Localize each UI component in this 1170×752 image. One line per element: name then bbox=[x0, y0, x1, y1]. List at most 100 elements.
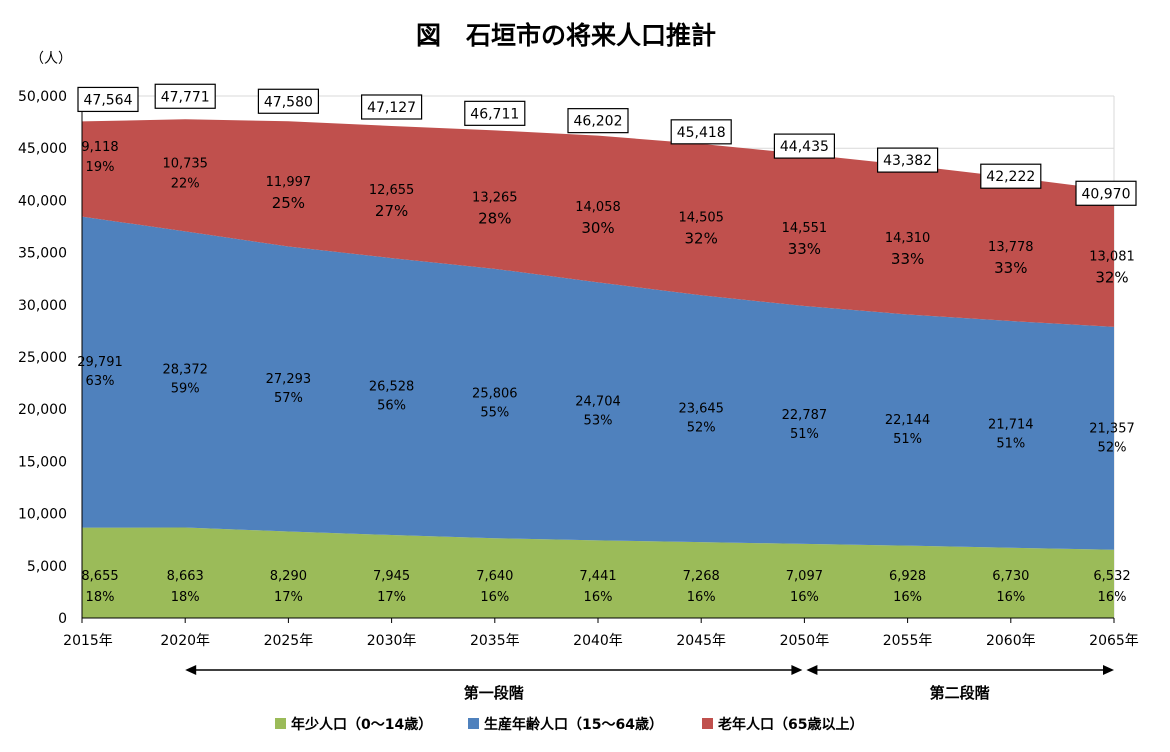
total-box bbox=[567, 108, 629, 134]
legend-label: 年少人口（0～14歳） bbox=[291, 716, 432, 733]
phase-arrowhead-right bbox=[791, 665, 803, 675]
value-label: 11,997 bbox=[266, 175, 312, 190]
total-box bbox=[464, 100, 526, 126]
percent-label: 16% bbox=[584, 590, 613, 605]
value-label: 6,730 bbox=[992, 569, 1029, 584]
y-tick-label: 5,000 bbox=[27, 559, 67, 575]
value-label: 13,265 bbox=[472, 191, 518, 206]
value-label: 8,663 bbox=[167, 569, 204, 584]
total-label: 42,222 bbox=[986, 169, 1035, 185]
x-tick-label: 2025年 bbox=[264, 633, 314, 649]
phase-arrowhead-left bbox=[806, 665, 818, 675]
value-label: 13,778 bbox=[988, 240, 1034, 255]
total-box bbox=[980, 163, 1042, 189]
total-box bbox=[670, 119, 732, 145]
total-label: 46,711 bbox=[470, 106, 519, 122]
value-label: 13,081 bbox=[1089, 250, 1135, 265]
percent-label: 30% bbox=[581, 219, 614, 237]
area-series bbox=[82, 119, 1114, 618]
x-tick-label: 2020年 bbox=[160, 633, 210, 649]
y-tick-label: 40,000 bbox=[18, 193, 67, 209]
legend-label: 老年人口（65歳以上） bbox=[718, 716, 863, 733]
percent-label: 27% bbox=[375, 202, 408, 220]
percent-label: 51% bbox=[893, 432, 922, 447]
percent-label: 51% bbox=[790, 427, 819, 442]
legend-label: 生産年齢人口（15～64歳） bbox=[484, 716, 663, 733]
percent-label: 16% bbox=[996, 590, 1025, 605]
x-tick-label: 2035年 bbox=[470, 633, 520, 649]
value-label: 10,735 bbox=[162, 156, 208, 171]
value-label: 26,528 bbox=[369, 380, 415, 395]
value-label: 7,097 bbox=[786, 569, 823, 584]
legend-swatch bbox=[468, 718, 479, 729]
legend-swatch bbox=[275, 718, 286, 729]
percent-label: 18% bbox=[86, 590, 115, 605]
value-label: 14,551 bbox=[782, 221, 828, 236]
percent-label: 53% bbox=[584, 413, 613, 428]
axes: 0 5,000 10,000 15,000 20,000 25,000 30,000 35,0… bbox=[18, 89, 1139, 649]
value-label: 23,645 bbox=[678, 402, 724, 417]
y-tick-label: 45,000 bbox=[18, 141, 67, 157]
phase-arrows: 第一段階 第二段階 bbox=[185, 665, 1114, 702]
value-label: 22,787 bbox=[782, 408, 828, 423]
chart-title: 図 石垣市の将来人口推計 bbox=[416, 21, 716, 50]
x-tick-label: 2015年 bbox=[63, 633, 113, 649]
percent-label: 56% bbox=[377, 399, 406, 414]
area-series-0 bbox=[82, 527, 1114, 618]
percent-label: 33% bbox=[788, 240, 821, 258]
percent-label: 33% bbox=[891, 250, 924, 268]
percent-label: 25% bbox=[272, 194, 305, 212]
y-tick-label: 35,000 bbox=[18, 246, 67, 262]
y-axis-unit: （人） bbox=[30, 51, 72, 67]
y-tick-label: 25,000 bbox=[18, 350, 67, 366]
y-tick-label: 15,000 bbox=[18, 454, 67, 470]
total-label: 47,580 bbox=[264, 94, 313, 110]
area-series-2 bbox=[82, 119, 1114, 327]
percent-label: 16% bbox=[1098, 590, 1127, 605]
total-label: 45,418 bbox=[677, 125, 726, 141]
percent-label: 17% bbox=[377, 590, 406, 605]
value-label: 8,290 bbox=[270, 569, 307, 584]
total-label: 47,127 bbox=[367, 100, 416, 116]
phase-label: 第二段階 bbox=[930, 684, 990, 702]
value-label: 25,806 bbox=[472, 387, 518, 402]
x-tick-label: 2030年 bbox=[367, 633, 417, 649]
total-box bbox=[154, 83, 216, 109]
percent-label: 28% bbox=[478, 210, 511, 228]
percent-label: 63% bbox=[86, 374, 115, 389]
percent-label: 16% bbox=[480, 590, 509, 605]
value-label: 14,058 bbox=[575, 200, 621, 215]
value-label: 6,532 bbox=[1093, 569, 1130, 584]
total-box bbox=[1075, 180, 1137, 206]
total-box bbox=[77, 86, 139, 113]
phase-label: 第一段階 bbox=[464, 684, 524, 702]
total-label: 47,771 bbox=[161, 89, 210, 105]
x-tick-label: 2045年 bbox=[676, 633, 726, 649]
x-tick-label: 2055年 bbox=[883, 633, 933, 649]
percent-label: 22% bbox=[171, 176, 200, 191]
x-tick-label: 2040年 bbox=[573, 633, 623, 649]
data-labels: 8,655 18% 8,663 18% 8,290 17% 7,945 17% 7,640 16%… bbox=[77, 83, 1137, 605]
x-tick-label: 2060年 bbox=[986, 633, 1036, 649]
x-tick-label: 2065年 bbox=[1089, 633, 1139, 649]
value-label: 24,704 bbox=[575, 394, 621, 409]
value-label: 7,268 bbox=[683, 569, 720, 584]
y-tick-label: 30,000 bbox=[18, 298, 67, 314]
value-label: 14,310 bbox=[885, 231, 931, 246]
percent-label: 19% bbox=[86, 160, 115, 175]
total-label: 43,382 bbox=[883, 153, 932, 169]
value-label: 21,357 bbox=[1089, 421, 1135, 436]
total-box bbox=[257, 88, 319, 114]
percent-label: 33% bbox=[994, 259, 1027, 277]
y-tick-label: 50,000 bbox=[18, 89, 67, 105]
y-tick-label: 10,000 bbox=[18, 507, 67, 523]
percent-label: 17% bbox=[274, 590, 303, 605]
total-label: 44,435 bbox=[780, 139, 829, 155]
value-label: 29,791 bbox=[77, 355, 123, 370]
value-label: 9,118 bbox=[81, 140, 118, 155]
legend: 年少人口（0～14歳） 生産年齢人口（15～64歳） 老年人口（65歳以上） bbox=[275, 716, 863, 733]
percent-label: 59% bbox=[171, 381, 200, 396]
value-label: 21,714 bbox=[988, 417, 1034, 432]
value-label: 6,928 bbox=[889, 569, 926, 584]
